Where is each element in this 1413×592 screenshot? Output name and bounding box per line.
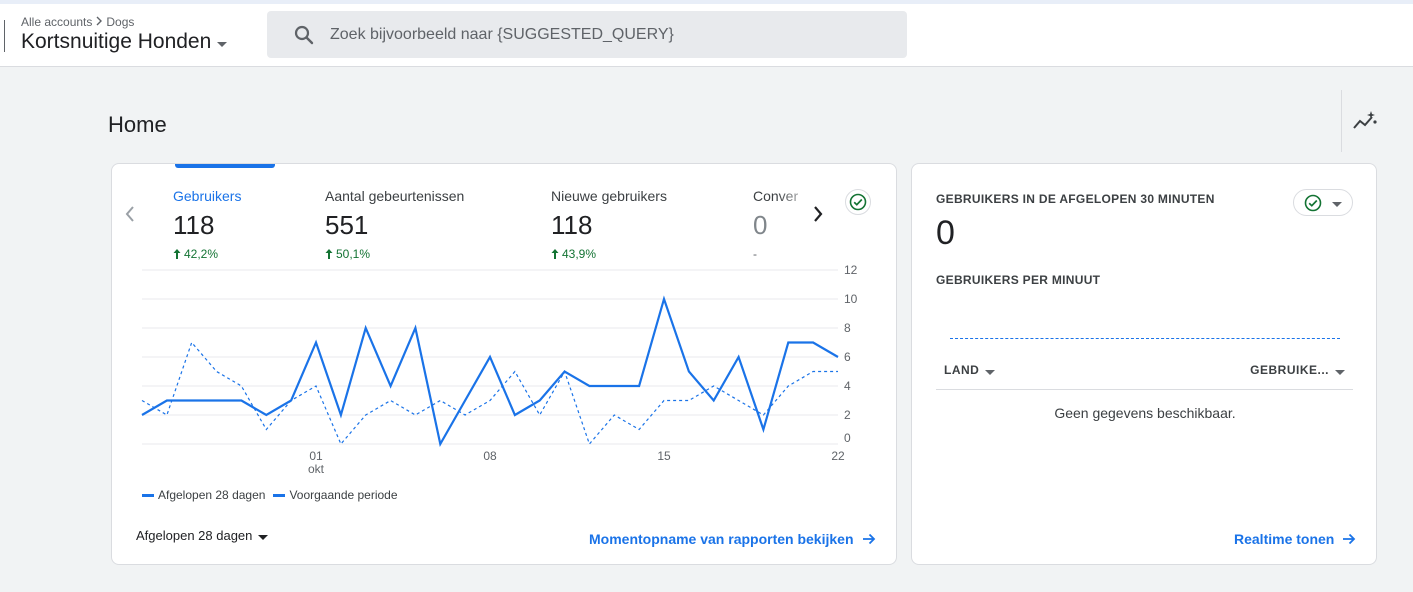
y-tick-label: 10 [844,292,858,306]
header-divider [4,20,5,52]
active-tab-indicator [175,164,275,168]
date-range-selector[interactable]: Afgelopen 28 dagen [136,528,269,543]
metric-label: Nieuwe gebruikers [551,188,667,204]
arrow-right-icon [862,533,875,545]
x-tick-label: 15 [657,449,671,463]
realtime-subtitle: GEBRUIKERS PER MINUUT [936,273,1101,287]
search-bar[interactable] [267,11,907,58]
dropdown-arrow-icon [258,535,269,540]
metric-value: 118 [173,210,215,240]
metric-tab-new-users[interactable]: Nieuwe gebruikers 118 43,9% [551,188,667,261]
x-tick-label: 01 [309,449,323,463]
check-circle-icon [1304,194,1322,211]
metric-overflow-fade [777,184,817,264]
legend-item-previous: Voorgaande periode [273,488,398,502]
x-tick-label: 22 [831,449,845,463]
overview-card: Gebruikers 118 42,2% Aantal gebeurteniss… [111,163,897,565]
insights-icon[interactable] [1352,110,1378,134]
realtime-table-header: LAND GEBRUIKE... [936,354,1353,390]
users-per-minute-bars [950,338,1340,339]
series-line-current-period [141,295,839,448]
dropdown-arrow-icon [1332,202,1342,207]
legend-swatch-dashed [273,493,286,497]
metric-change-value: 50,1% [336,247,371,261]
data-quality-button[interactable] [845,189,871,215]
column-label: LAND [944,363,980,377]
empty-state-text: Geen gegevens beschikbaar. [1054,405,1236,421]
metric-value: 118 [551,210,593,240]
arrow-up-icon [325,249,333,259]
y-tick-label: 6 [844,350,851,364]
search-icon [294,25,314,44]
arrow-right-icon [1343,533,1356,545]
y-tick-label: 12 [844,264,858,277]
dropdown-arrow-icon [1335,369,1345,375]
chart-legend: Afgelopen 28 dagen Voorgaande periode [142,488,398,502]
arrow-up-icon [173,249,181,259]
breadcrumb[interactable]: Alle accounts Dogs [21,14,134,29]
legend-swatch-solid [142,493,154,497]
link-label: Realtime tonen [1234,531,1335,547]
chevron-right-icon[interactable] [810,204,826,224]
top-strip [0,0,1413,4]
metric-change-value: - [753,247,757,261]
y-tick-label: 0 [844,431,851,445]
metric-tab-users[interactable]: Gebruikers 118 42,2% [173,188,241,261]
legend-label: Voorgaande periode [289,488,398,502]
chevron-right-icon [95,14,103,29]
metric-label: Aantal gebeurtenissen [325,188,465,204]
view-reports-snapshot-link[interactable]: Momentopname van rapporten bekijken [589,531,876,547]
realtime-quality-button[interactable] [1293,189,1353,216]
breadcrumb-account[interactable]: Dogs [106,14,135,29]
legend-item-current: Afgelopen 28 dagen [142,488,265,502]
date-range-label: Afgelopen 28 dagen [136,528,253,543]
dropdown-arrow-icon [217,41,228,47]
legend-label: Afgelopen 28 dagen [158,488,266,502]
view-realtime-link[interactable]: Realtime tonen [1234,531,1356,547]
metric-value: 0 [753,210,768,240]
property-name: Kortsnuitige Honden [21,30,212,53]
chevron-left-icon[interactable] [122,204,138,224]
property-selector[interactable]: Kortsnuitige Honden [21,30,228,54]
column-label: GEBRUIKE... [1250,363,1329,377]
toolbar-divider [1341,90,1342,152]
y-tick-label: 4 [844,379,851,393]
arrow-up-icon [551,249,559,259]
metric-change: 50,1% [325,247,464,261]
y-tick-label: 8 [844,321,851,335]
column-header-users[interactable]: GEBRUIKE... [1250,363,1345,377]
realtime-title: GEBRUIKERS IN DE AFGELOPEN 30 MINUTEN [936,192,1215,206]
metric-label: Gebruikers [173,188,242,204]
check-circle-icon [849,193,867,211]
dropdown-arrow-icon [985,369,996,375]
x-tick-sublabel: okt [308,462,325,476]
realtime-value: 0 [936,214,955,252]
link-label: Momentopname van rapporten bekijken [589,531,854,547]
breadcrumb-all-accounts[interactable]: Alle accounts [21,14,93,29]
metric-change: - [753,247,798,261]
column-header-country[interactable]: LAND [944,363,996,377]
app-header: Alle accounts Dogs Kortsnuitige Honden [0,4,1413,67]
metric-tab-event-count[interactable]: Aantal gebeurtenissen 551 50,1% [325,188,464,261]
metric-change: 42,2% [173,247,241,261]
metric-change-value: 43,9% [562,247,597,261]
metric-change-value: 42,2% [184,247,219,261]
y-tick-label: 2 [844,408,851,422]
realtime-card: GEBRUIKERS IN DE AFGELOPEN 30 MINUTEN 0 … [911,163,1377,565]
x-tick-label: 08 [483,449,497,463]
page-title: Home [108,112,167,137]
metric-change: 43,9% [551,247,667,261]
series-line-previous-period [141,341,838,446]
search-input[interactable] [330,25,890,44]
metric-value: 551 [325,210,369,240]
